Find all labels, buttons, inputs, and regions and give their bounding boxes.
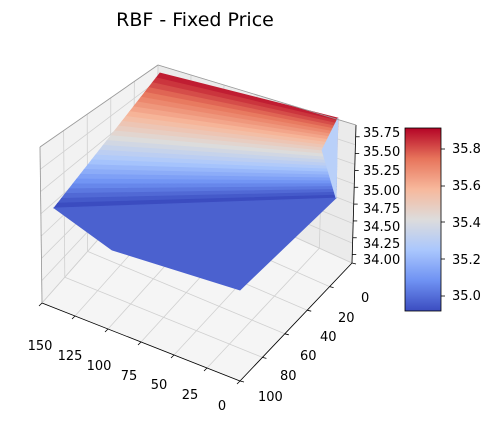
surface-mesh [52,72,339,291]
y-tick-label: 20 [338,311,355,326]
z-tick-label: 35.25 [363,164,400,179]
y-tick-mark [284,333,289,336]
x-tick-label: 50 [151,378,168,393]
pane-edge [39,64,159,148]
x-tick-label: 100 [87,359,112,374]
colorbar-tick-label: 35.8 [452,142,481,157]
x-tick-mark [170,354,175,359]
colorbar-tick-label: 35.4 [452,216,481,231]
x-tick-mark [203,367,208,372]
x-axis-ticks: 150 125 100 75 50 25 0 [28,339,227,414]
z-tick-label: 34.50 [363,220,400,235]
axis-lines [38,64,360,385]
z-tick-label: 34.25 [363,237,400,252]
y-tick-mark [307,309,312,312]
pane-edge [157,64,357,126]
x-tick-label: 150 [28,339,53,354]
x-tick-label: 0 [218,399,226,414]
y-tick-mark [351,262,357,265]
floor-gridline [206,247,320,369]
z-tick-label: 35.50 [363,145,400,160]
chart-title: RBF - Fixed Price [116,9,274,31]
x-tick-label: 125 [58,349,83,364]
y-tick-mark [262,357,267,359]
x-tick-mark [137,341,142,346]
x-tick-mark [38,302,43,307]
x-tick-label: 75 [121,369,138,384]
pane-edge [39,146,43,304]
z-axis-ticks: 34.00 34.25 34.50 34.75 35.00 35.25 35.5… [363,126,400,268]
y-tick-label: 100 [258,390,283,405]
y-tick-label: 0 [361,291,369,306]
floor-gridline [64,276,263,358]
y-tick-mark [239,380,245,383]
z-tick-label: 34.00 [363,253,400,268]
x-tick-mark [104,328,109,333]
y-axis-line [239,262,353,382]
floor-gridline [87,251,285,335]
x-tick-label: 25 [182,388,199,403]
x-tick-mark [71,315,76,320]
colorbar-tick-label: 35.0 [452,289,481,304]
y-tick-label: 60 [300,349,317,364]
z-tick-label: 35.75 [363,126,400,141]
y-tick-label: 40 [320,330,337,345]
colorbar-gradient [404,127,442,312]
z-tick-label: 34.75 [363,202,400,217]
colorbar: 35.0 35.2 35.4 35.6 35.8 [404,127,481,312]
left-gridline [40,80,158,170]
colorbar-tick-label: 35.6 [452,179,481,194]
surface-right-cusp [321,117,339,199]
colorbar-ticks: 35.0 35.2 35.4 35.6 35.8 [441,142,481,304]
x-tick-mark [236,380,241,385]
y-tick-mark [329,286,334,288]
surface-floor-facet [52,197,338,291]
z-axis-line [351,124,357,264]
colorbar-tick-label: 35.2 [452,253,481,268]
y-tick-label: 80 [280,369,297,384]
z-tick-label: 35.00 [363,184,400,199]
y-axis-ticks: 0 20 40 60 80 100 [258,291,369,405]
